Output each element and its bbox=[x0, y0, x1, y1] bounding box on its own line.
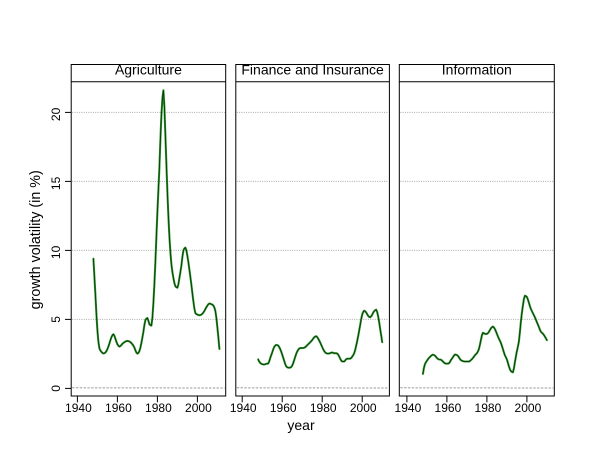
svg-text:2000: 2000 bbox=[515, 401, 542, 415]
svg-text:1980: 1980 bbox=[475, 401, 502, 415]
svg-text:1940: 1940 bbox=[395, 401, 422, 415]
svg-text:Information: Information bbox=[442, 61, 512, 77]
svg-text:1960: 1960 bbox=[105, 401, 132, 415]
svg-text:year: year bbox=[287, 417, 315, 433]
svg-text:1980: 1980 bbox=[310, 401, 337, 415]
svg-text:1960: 1960 bbox=[270, 401, 297, 415]
svg-text:2000: 2000 bbox=[350, 401, 377, 415]
svg-text:growth volatility (in %): growth volatility (in %) bbox=[28, 170, 44, 309]
svg-text:20: 20 bbox=[49, 107, 63, 121]
svg-text:Agriculture: Agriculture bbox=[115, 61, 182, 77]
svg-text:1960: 1960 bbox=[435, 401, 462, 415]
svg-text:1940: 1940 bbox=[65, 401, 92, 415]
svg-text:Finance and Insurance: Finance and Insurance bbox=[241, 61, 384, 77]
svg-text:15: 15 bbox=[49, 176, 63, 190]
svg-text:5: 5 bbox=[49, 316, 63, 323]
svg-text:1940: 1940 bbox=[230, 401, 257, 415]
svg-text:0: 0 bbox=[49, 385, 63, 392]
svg-text:10: 10 bbox=[49, 245, 63, 259]
svg-text:2000: 2000 bbox=[185, 401, 212, 415]
svg-text:1980: 1980 bbox=[145, 401, 172, 415]
